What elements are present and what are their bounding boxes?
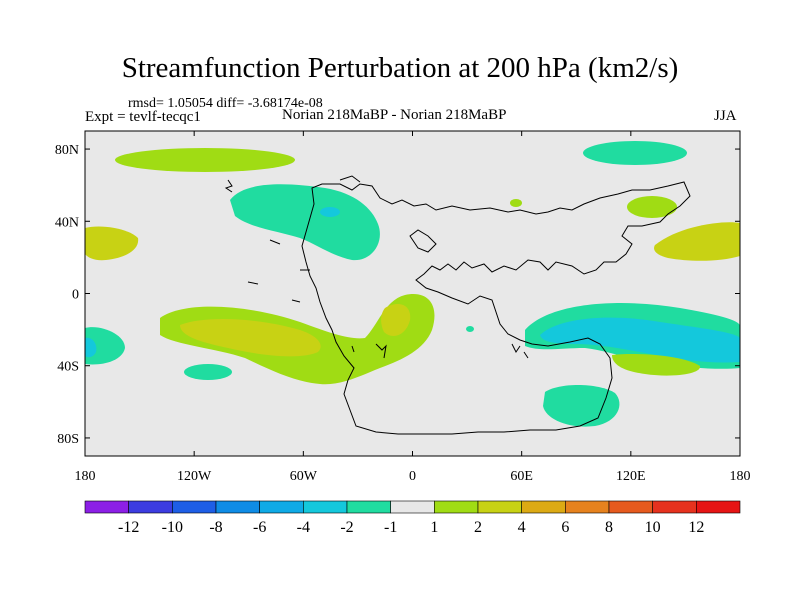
experiment-label: Expt = tevlf-tecqc1 — [85, 109, 201, 125]
colorbar-swatch — [259, 500, 304, 514]
positive-anomaly-south-atlantic-core — [381, 304, 411, 336]
lon-tick-label: 0 — [409, 469, 416, 484]
colorbar-label: -10 — [162, 519, 183, 536]
negative-anomaly-arctic — [583, 141, 687, 165]
colorbar-swatch — [477, 500, 522, 514]
negative-anomaly-indian-ocean-core — [540, 317, 740, 363]
colorbar-label: -2 — [340, 519, 353, 536]
colorbar-swatch — [434, 500, 479, 514]
colorbar: -12 -10 -8 -6 -4 -2 -1 1 2 4 6 8 10 12 — [84, 500, 741, 536]
colorbar-swatch — [215, 500, 260, 514]
coastlines — [224, 175, 691, 435]
lat-tick-label: 40N — [55, 215, 79, 230]
longitude-axis: 180 120W 60W 0 60E 120E 180 — [75, 131, 751, 484]
colorbar-swatch — [346, 500, 391, 514]
colorbar-swatch — [172, 500, 217, 514]
colorbar-label: 4 — [518, 519, 526, 536]
colorbar-swatch — [565, 500, 610, 514]
negative-anomaly-west-south-core — [85, 337, 97, 358]
colorbar-swatch — [652, 500, 697, 514]
contour-fields — [85, 141, 740, 427]
latitude-axis: 80N 40N 0 40S 80S — [55, 143, 740, 447]
colorbar-swatch — [608, 500, 653, 514]
lon-tick-label: 120W — [177, 469, 212, 484]
lon-tick-label: 60E — [510, 469, 533, 484]
colorbar-label: 12 — [688, 519, 704, 536]
colorbar-label: -6 — [253, 519, 266, 536]
coastline-small-islands — [247, 239, 310, 303]
rmsd-diff-stats: rmsd= 1.05054 diff= -3.68174e-08 — [128, 96, 323, 111]
colorbar-swatch — [128, 500, 173, 514]
positive-anomaly-small — [510, 199, 522, 207]
colorbar-label: 8 — [605, 519, 613, 536]
positive-anomaly-south-pacific-core — [180, 318, 321, 357]
positive-anomaly-ne-asia — [627, 196, 677, 218]
lat-tick-label: 0 — [72, 288, 79, 303]
positive-anomaly-south-indian — [612, 354, 701, 376]
colorbar-swatch — [696, 500, 741, 514]
coastline-north-fragment — [339, 175, 361, 183]
colorbar-swatch — [390, 500, 435, 514]
positive-anomaly-north-pacific — [115, 148, 295, 172]
negative-anomaly-small-atlantic — [466, 326, 474, 332]
colorbar-swatch — [303, 500, 348, 514]
coastline-pangaea — [301, 181, 691, 435]
colorbar-label: 6 — [561, 519, 569, 536]
coastline-southern-fragments — [351, 343, 529, 359]
positive-anomaly-east-edge — [654, 222, 740, 261]
negative-anomaly-south-pacific-small — [184, 364, 232, 380]
coastline-inland-sea — [409, 229, 437, 253]
season-label: JJA — [714, 108, 737, 124]
colorbar-label: -12 — [118, 519, 139, 536]
lon-tick-label: 180 — [730, 469, 751, 484]
lat-tick-label: 40S — [57, 360, 79, 375]
colorbar-label: 10 — [645, 519, 661, 536]
colorbar-label: 1 — [430, 519, 438, 536]
lon-tick-label: 180 — [75, 469, 96, 484]
colorbar-swatch — [84, 500, 129, 514]
negative-anomaly-antarctic-indian — [543, 384, 620, 427]
coastline-arctic-islands — [224, 179, 233, 193]
lat-tick-label: 80N — [55, 143, 79, 158]
comparison-label: Norian 218MaBP - Norian 218MaBP — [282, 107, 507, 123]
negative-anomaly-north-atlantic-core — [320, 207, 340, 217]
negative-anomaly-north-atlantic — [230, 184, 380, 261]
plot-title: Streamfunction Perturbation at 200 hPa (… — [121, 52, 679, 84]
colorbar-label: -1 — [384, 519, 397, 536]
negative-anomaly-west-south — [85, 327, 125, 365]
lat-tick-label: 80S — [57, 432, 79, 447]
colorbar-label: -8 — [209, 519, 222, 536]
colorbar-swatch — [521, 500, 566, 514]
map-background — [85, 131, 740, 456]
lon-tick-label: 60W — [290, 469, 318, 484]
colorbar-label: -4 — [297, 519, 310, 536]
colorbar-label: 2 — [474, 519, 482, 536]
positive-anomaly-west-edge — [85, 226, 139, 261]
lon-tick-label: 120E — [616, 469, 646, 484]
